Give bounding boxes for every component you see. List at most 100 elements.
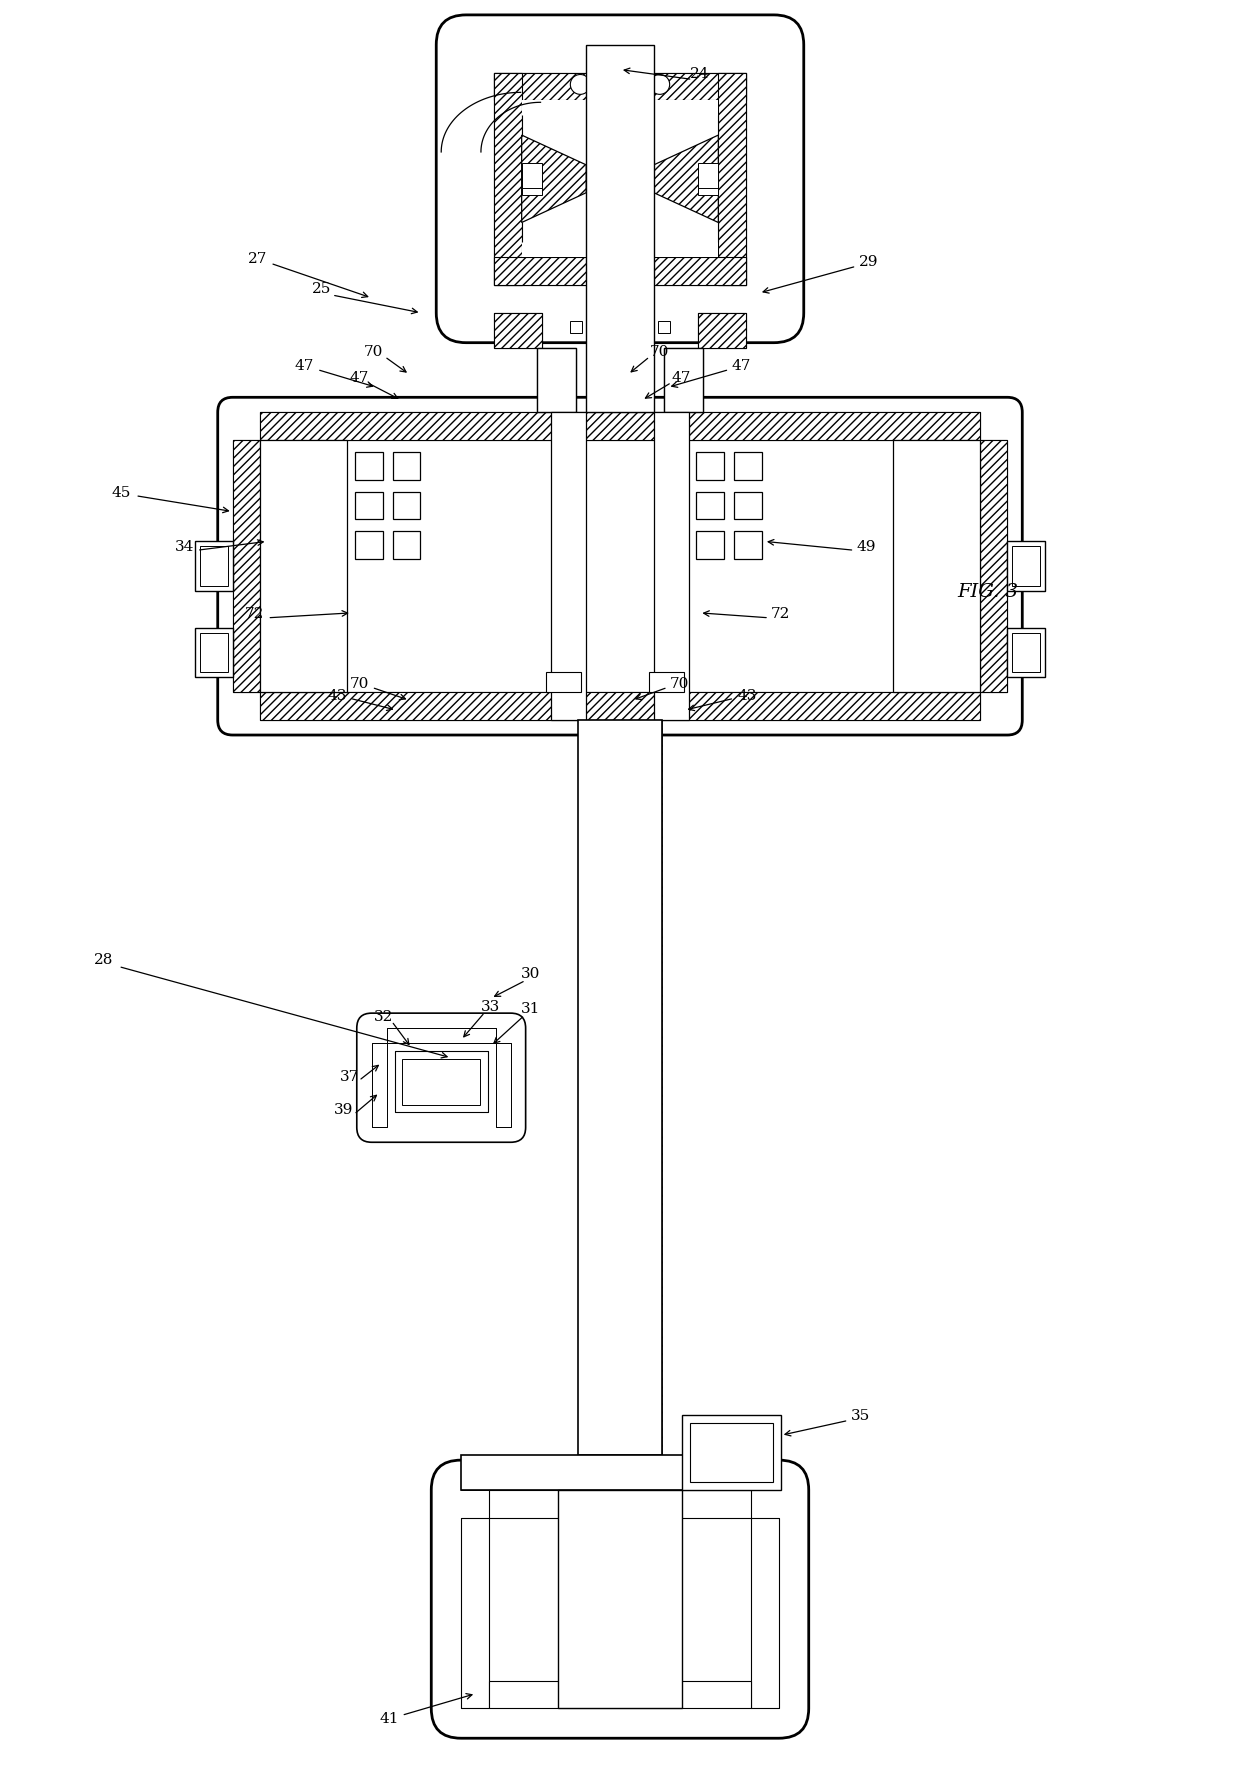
FancyBboxPatch shape xyxy=(357,1014,526,1142)
Bar xyxy=(260,413,980,441)
Bar xyxy=(461,1456,779,1489)
Text: 24: 24 xyxy=(689,66,709,80)
Bar xyxy=(387,1028,496,1043)
Bar xyxy=(587,46,653,413)
Text: 72: 72 xyxy=(244,606,264,621)
Bar xyxy=(461,1518,489,1709)
Text: 27: 27 xyxy=(248,252,267,266)
Text: 72: 72 xyxy=(771,606,791,621)
Text: 31: 31 xyxy=(521,1002,541,1016)
Text: 37: 37 xyxy=(340,1069,360,1083)
FancyBboxPatch shape xyxy=(432,1461,808,1738)
Bar xyxy=(547,674,582,693)
Text: 33: 33 xyxy=(481,1000,501,1014)
Text: 70: 70 xyxy=(365,344,383,358)
Bar xyxy=(387,1028,496,1043)
Bar xyxy=(718,73,746,285)
Text: FIG. 3: FIG. 3 xyxy=(957,583,1018,601)
Bar xyxy=(195,543,233,592)
Bar xyxy=(355,532,383,560)
Bar xyxy=(355,452,383,480)
Bar xyxy=(522,101,718,259)
Bar xyxy=(697,493,724,519)
Bar xyxy=(653,413,688,720)
Bar xyxy=(494,259,746,285)
Bar xyxy=(552,413,587,720)
Bar xyxy=(1007,543,1045,592)
Bar xyxy=(697,452,724,480)
Bar xyxy=(698,314,746,349)
Bar xyxy=(393,532,420,560)
Bar xyxy=(494,73,746,101)
Text: 29: 29 xyxy=(858,255,878,269)
Bar xyxy=(751,1518,779,1709)
Bar xyxy=(1012,633,1040,674)
Bar xyxy=(657,321,670,333)
Bar xyxy=(496,1043,511,1128)
Bar xyxy=(558,1489,682,1709)
Bar xyxy=(663,349,703,413)
Circle shape xyxy=(570,76,590,96)
Bar xyxy=(587,46,653,413)
Bar xyxy=(893,441,980,693)
Bar xyxy=(494,259,746,285)
Bar xyxy=(489,1489,751,1518)
Text: 32: 32 xyxy=(374,1009,393,1023)
Bar xyxy=(663,349,703,413)
Bar xyxy=(494,73,522,285)
Text: 35: 35 xyxy=(851,1408,870,1422)
Bar xyxy=(260,693,980,720)
Bar xyxy=(489,1681,751,1709)
Circle shape xyxy=(650,76,670,96)
Bar xyxy=(734,452,763,480)
FancyBboxPatch shape xyxy=(436,16,804,344)
Text: 30: 30 xyxy=(521,966,541,980)
Bar xyxy=(195,628,233,677)
Text: 43: 43 xyxy=(327,690,347,702)
Bar xyxy=(552,413,587,720)
Bar xyxy=(1007,628,1045,677)
Bar xyxy=(558,1489,682,1709)
Polygon shape xyxy=(522,137,587,223)
Bar xyxy=(734,493,763,519)
Bar xyxy=(260,441,347,693)
Bar xyxy=(372,1043,387,1128)
Bar xyxy=(233,441,260,693)
Bar xyxy=(233,441,260,693)
Bar xyxy=(494,314,542,349)
Bar xyxy=(537,349,577,413)
Bar xyxy=(578,720,662,1456)
Bar xyxy=(1007,543,1045,592)
Text: 47: 47 xyxy=(672,371,691,385)
Bar xyxy=(570,321,583,333)
Bar xyxy=(394,1051,487,1113)
Bar xyxy=(372,1043,387,1128)
Bar xyxy=(393,452,420,480)
Bar xyxy=(1012,548,1040,587)
Bar xyxy=(718,73,746,285)
Bar xyxy=(649,674,683,693)
Text: 43: 43 xyxy=(738,690,756,702)
Text: 28: 28 xyxy=(94,952,113,966)
Bar xyxy=(980,441,1007,693)
Bar xyxy=(260,441,347,693)
Bar xyxy=(461,1456,779,1489)
Text: 47: 47 xyxy=(732,358,751,372)
Bar xyxy=(893,441,980,693)
Text: 47: 47 xyxy=(294,358,314,372)
Bar xyxy=(698,163,718,188)
Bar xyxy=(751,1518,779,1709)
Bar xyxy=(200,633,228,674)
Bar xyxy=(355,493,383,519)
Polygon shape xyxy=(653,137,718,223)
FancyBboxPatch shape xyxy=(218,399,1022,736)
Bar xyxy=(698,314,746,349)
Bar xyxy=(403,1058,480,1105)
Bar xyxy=(653,413,688,720)
Bar xyxy=(522,163,542,188)
Bar xyxy=(980,441,1007,693)
Text: 70: 70 xyxy=(670,677,689,691)
Bar xyxy=(393,493,420,519)
Text: 41: 41 xyxy=(379,1711,399,1725)
Bar xyxy=(489,1489,751,1518)
